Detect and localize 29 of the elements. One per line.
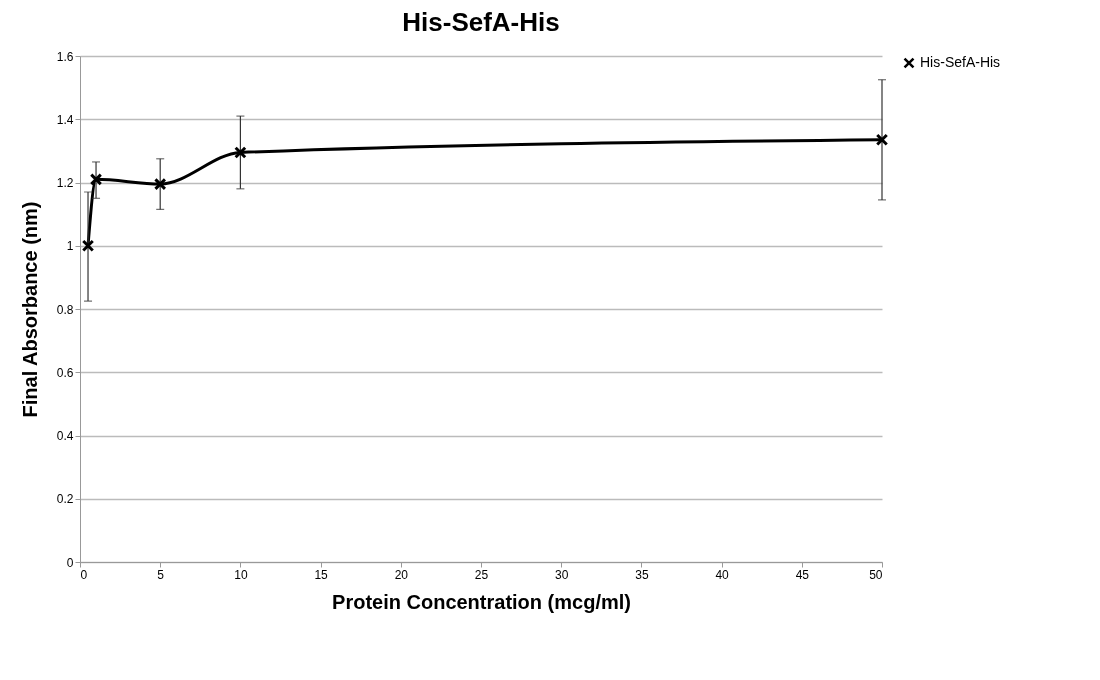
x-tick-label: 5 xyxy=(157,567,165,582)
y-tick-label: 0.4 xyxy=(56,429,74,443)
x-tick-label: 20 xyxy=(394,567,409,582)
legend-label: His-SefA-His xyxy=(920,54,1001,70)
y-tick-label: 0.2 xyxy=(56,492,74,507)
x-tick-label: 40 xyxy=(715,567,730,582)
x-tick-label: 25 xyxy=(474,567,489,582)
y-tick-label: 1.4 xyxy=(56,112,74,127)
y-tick-label: 1 xyxy=(66,239,74,254)
x-tick-label: 45 xyxy=(795,567,810,582)
x-tick-label: 10 xyxy=(234,567,248,582)
y-tick-label: 1.6 xyxy=(56,49,74,64)
point xyxy=(153,177,167,191)
y-tick-label: 1.2 xyxy=(56,176,74,190)
point xyxy=(234,146,247,159)
y-tick-label: 0 xyxy=(66,555,74,570)
y-tick-label: 0.8 xyxy=(56,302,74,317)
point xyxy=(89,173,103,186)
x-axis-title: Protein Concentration (mcg/ml) xyxy=(332,590,631,613)
x-tick-label: 0 xyxy=(80,567,88,582)
point xyxy=(875,133,889,147)
y-axis-title: Final Absorbance (nm) xyxy=(18,201,41,418)
x-tick-label: 35 xyxy=(635,567,649,582)
x-tick-label: 50 xyxy=(869,567,883,582)
y-tick-label: 0.6 xyxy=(56,365,74,380)
x-tick-label: 30 xyxy=(555,567,569,582)
chart-title: His-SefA-His xyxy=(402,7,560,37)
point xyxy=(81,239,95,252)
x-tick-label: 15 xyxy=(314,567,329,582)
